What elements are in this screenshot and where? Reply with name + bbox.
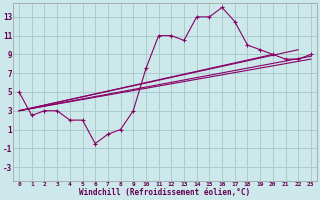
X-axis label: Windchill (Refroidissement éolien,°C): Windchill (Refroidissement éolien,°C) xyxy=(79,188,251,197)
